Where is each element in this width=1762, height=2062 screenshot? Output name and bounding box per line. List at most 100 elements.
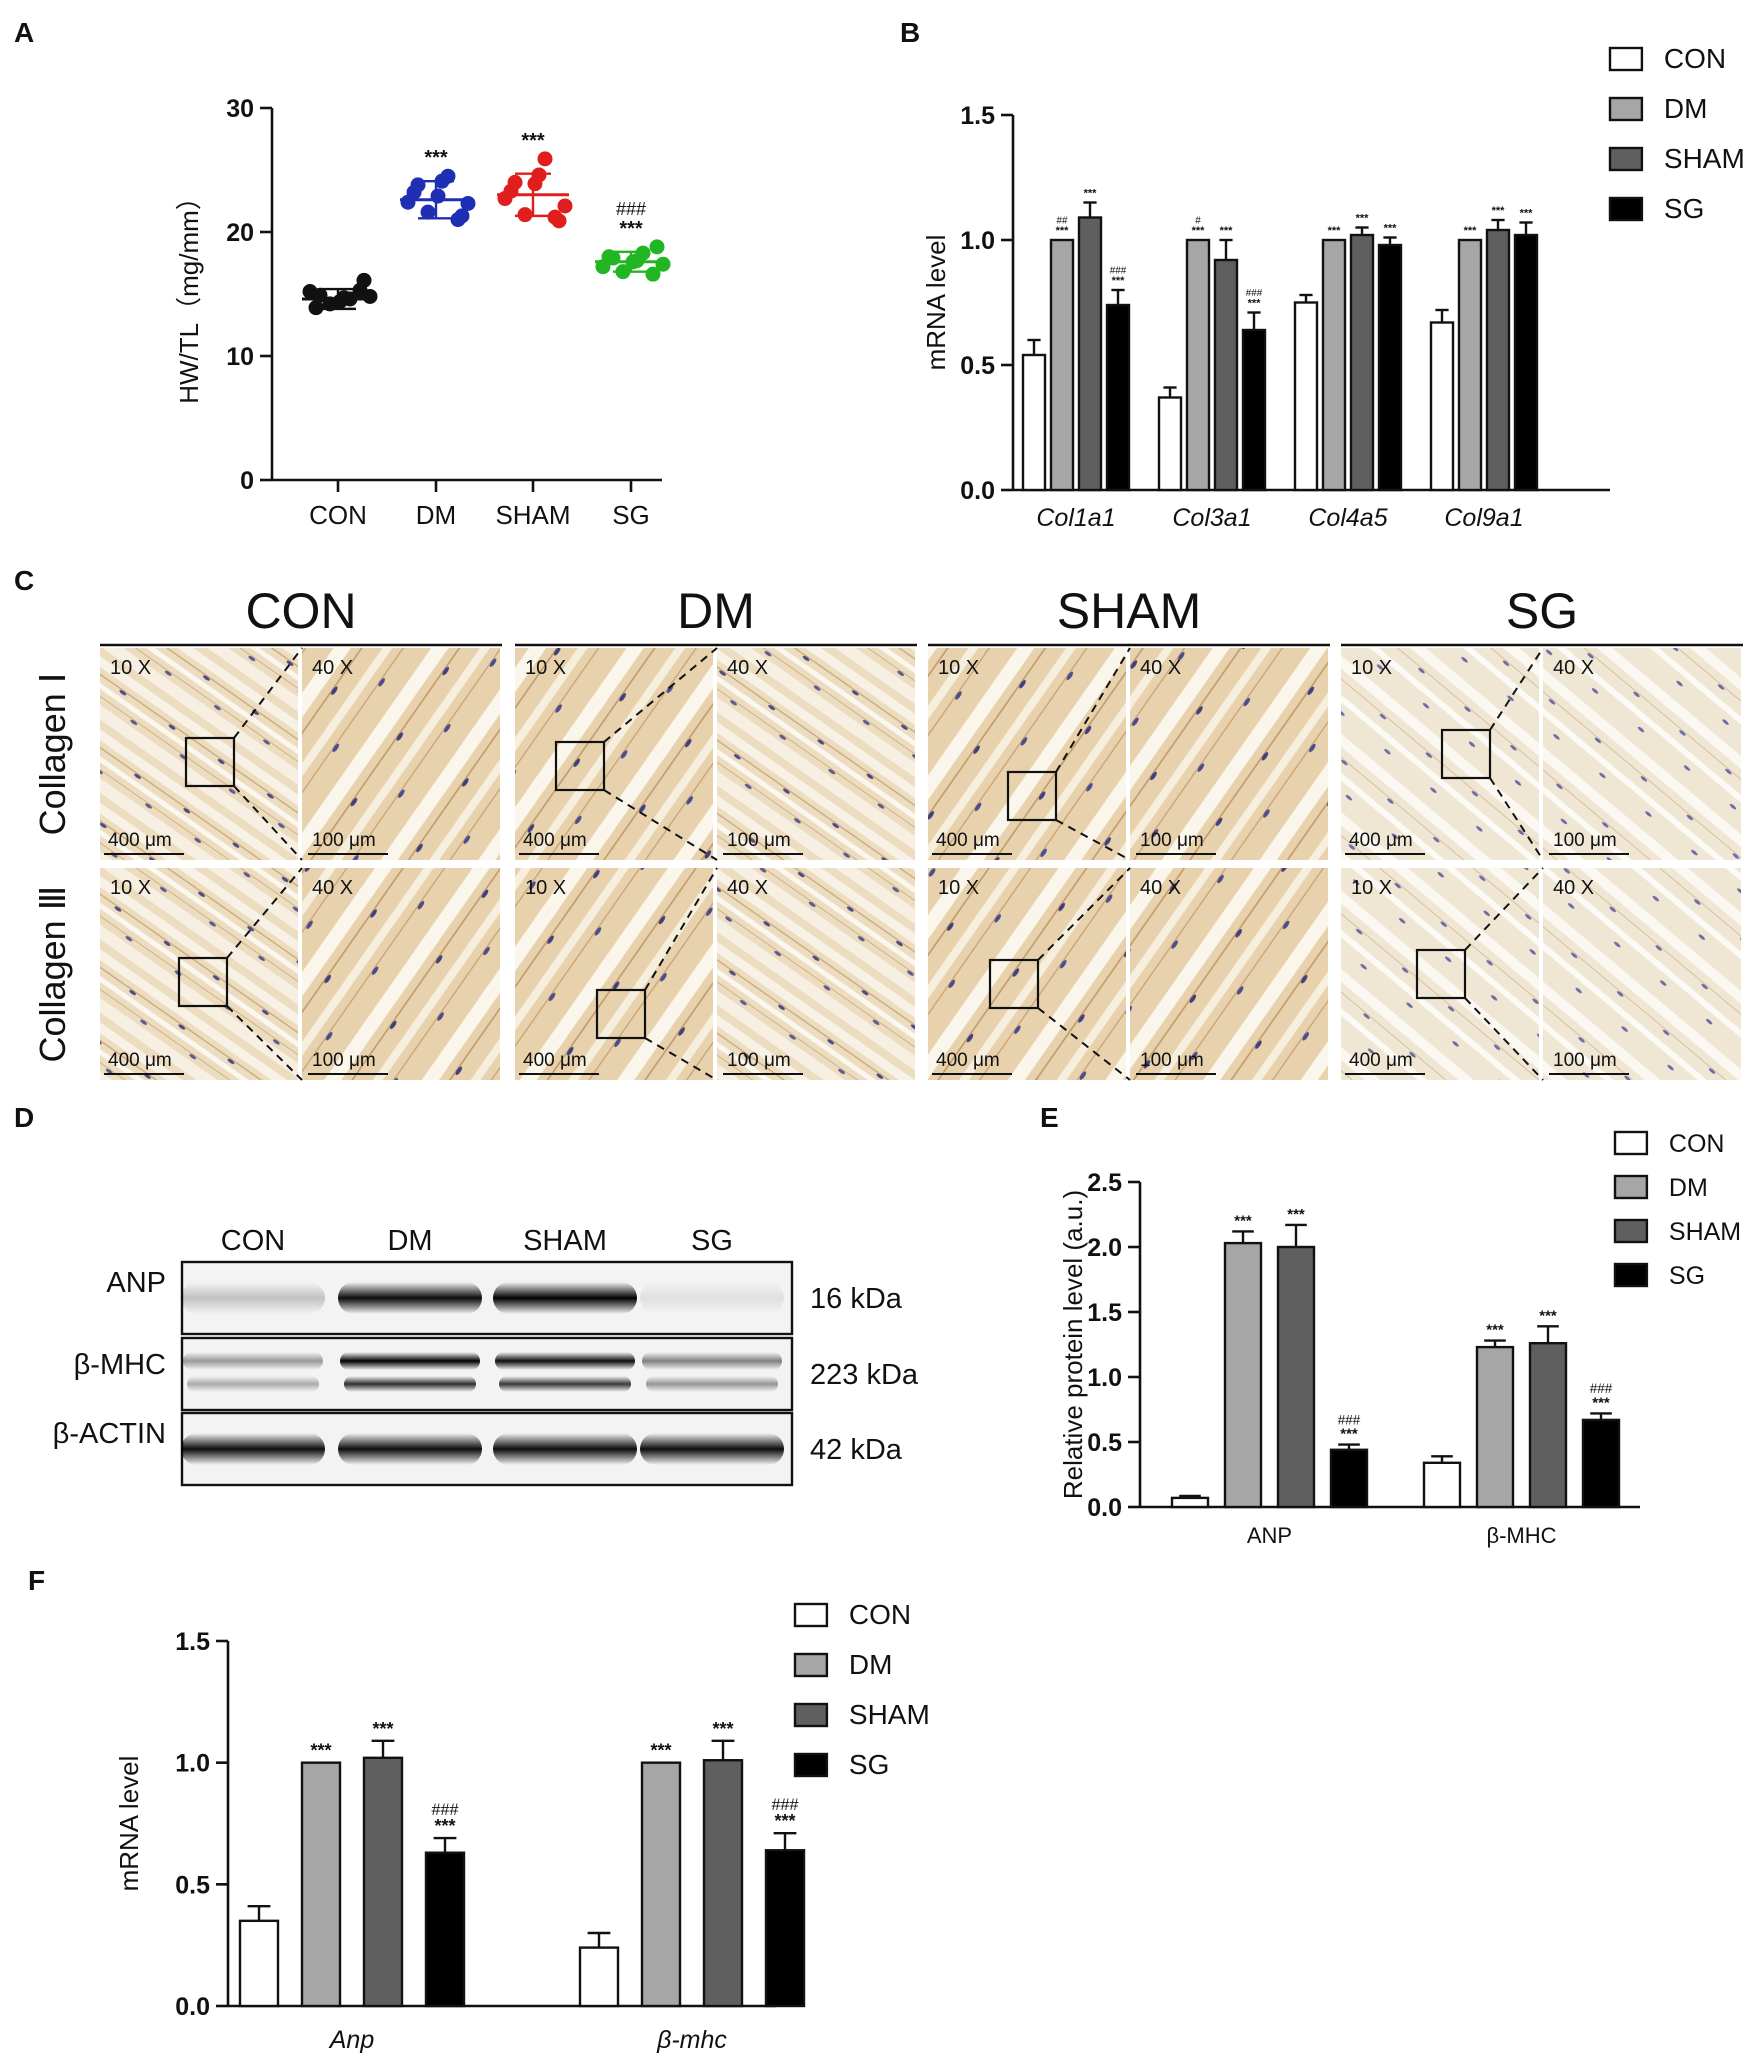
- scale-bar-label: 400 μm: [936, 830, 1000, 851]
- significance-label: ***: [521, 130, 545, 152]
- data-point: [503, 183, 519, 199]
- data-point: [454, 208, 470, 224]
- panel-label-c: C: [14, 565, 34, 596]
- bar: [578, 1946, 620, 2008]
- zoom-box: [177, 956, 229, 1008]
- x-tick-label: DM: [416, 500, 456, 530]
- molecular-weight-label: 42 kDa: [810, 1434, 903, 1466]
- micrograph-10x: [928, 868, 1126, 1080]
- legend-swatch: [1608, 146, 1644, 172]
- panel-label-d: D: [14, 1102, 34, 1133]
- legend-label: CON: [1664, 43, 1726, 74]
- significance-label: ###: [431, 1801, 458, 1819]
- magnification-label: 40 X: [1553, 657, 1594, 679]
- x-category-label: Col1a1: [1036, 504, 1115, 532]
- zoom-connector: [1037, 1007, 1131, 1081]
- column-header: SG: [1506, 583, 1578, 639]
- bar: [300, 1761, 342, 2008]
- row-header: Collagen Ⅲ: [32, 886, 73, 1063]
- data-point: [645, 266, 661, 282]
- significance-label: ***: [1340, 1426, 1358, 1443]
- legend-label: SG: [849, 1749, 889, 1780]
- zoom-box: [595, 988, 647, 1040]
- scale-bar-label: 400 μm: [523, 1050, 587, 1071]
- bar: [1528, 1341, 1568, 1509]
- significance-label: ***: [1486, 1322, 1504, 1339]
- micrograph-10x: [100, 868, 298, 1080]
- y-tick-label: 0.5: [1087, 1429, 1122, 1457]
- column-header: SHAM: [1057, 583, 1201, 639]
- blot-target-label: β-ACTIN: [53, 1418, 166, 1450]
- data-point: [531, 167, 547, 183]
- protein-band: [338, 1282, 482, 1314]
- legend-swatch: [1613, 1262, 1649, 1288]
- significance-label: ***: [1592, 1394, 1610, 1411]
- protein-band: [640, 1433, 784, 1465]
- legend-label: SG: [1664, 193, 1704, 224]
- y-tick-label: 1.5: [960, 102, 995, 130]
- significance-label: ***: [774, 1811, 795, 1831]
- magnification-label: 10 X: [1351, 657, 1392, 679]
- significance-label: ###: [1590, 1381, 1613, 1396]
- legend-swatch: [1613, 1130, 1649, 1156]
- significance-label: ***: [1220, 225, 1234, 237]
- data-point: [649, 239, 665, 255]
- bar: [1422, 1461, 1462, 1509]
- significance-label: ###: [1110, 266, 1127, 277]
- y-tick-label: 1.0: [960, 227, 995, 255]
- bar: [1475, 1345, 1515, 1509]
- protein-band: [493, 1433, 637, 1465]
- lane-label: CON: [221, 1225, 285, 1257]
- micrograph-40x: [717, 648, 915, 860]
- bar: [1185, 238, 1211, 492]
- y-tick-label: 2.5: [1087, 1169, 1122, 1197]
- legend-label: DM: [849, 1649, 893, 1680]
- magnification-label: 10 X: [525, 657, 566, 679]
- significance-label: ***: [424, 147, 448, 169]
- bar: [1293, 301, 1319, 492]
- legend-swatch: [793, 1752, 829, 1778]
- micrograph-40x: [1130, 868, 1328, 1080]
- bar: [1223, 1241, 1263, 1509]
- magnification-label: 10 X: [110, 877, 151, 899]
- data-point: [420, 204, 436, 220]
- y-tick-label: 0.0: [175, 1993, 210, 2021]
- micrograph-10x: [928, 648, 1126, 860]
- legend-label: SHAM: [849, 1699, 930, 1730]
- protein-band: [340, 1352, 480, 1370]
- scale-bar-label: 400 μm: [936, 1050, 1000, 1071]
- bar: [640, 1761, 682, 2008]
- bar: [1241, 328, 1267, 492]
- panel-a-chart: A 0 10 20 30 HW/TL（mg/mm） CON DM *** SHAM *** SG ***…: [14, 17, 671, 530]
- legend-label: CON: [1669, 1130, 1725, 1158]
- zoom-connector: [1489, 777, 1544, 861]
- data-point: [557, 198, 573, 214]
- significance-label: ***: [1287, 1206, 1305, 1223]
- lane-label: SHAM: [523, 1225, 607, 1257]
- scale-bar-label: 100 μm: [727, 1050, 791, 1071]
- significance-label: ***: [372, 1719, 393, 1739]
- scale-bar-label: 100 μm: [1140, 830, 1204, 851]
- bar: [764, 1849, 806, 2008]
- zoom-connector: [1055, 819, 1131, 861]
- protein-band: [183, 1352, 323, 1370]
- legend-swatch: [1608, 196, 1644, 222]
- legend-label: DM: [1669, 1174, 1708, 1202]
- data-point: [362, 288, 378, 304]
- row-header: Collagen Ⅰ: [32, 673, 73, 836]
- data-point: [655, 256, 671, 272]
- significance-label: ***: [1056, 225, 1070, 237]
- x-category-label: Col3a1: [1172, 504, 1251, 532]
- zoom-connector: [233, 785, 303, 861]
- scale-bar-label: 100 μm: [727, 830, 791, 851]
- significance-label: #: [1195, 216, 1201, 227]
- x-tick-label: SG: [612, 500, 650, 530]
- column-header: DM: [677, 583, 755, 639]
- legend-swatch: [793, 1702, 829, 1728]
- significance-label: ##: [1057, 216, 1068, 227]
- y-axis-title: mRNA level: [921, 235, 951, 371]
- magnification-label: 40 X: [727, 657, 768, 679]
- y-tick-label: 30: [226, 95, 254, 123]
- bar: [424, 1851, 466, 2008]
- bar: [1105, 303, 1131, 492]
